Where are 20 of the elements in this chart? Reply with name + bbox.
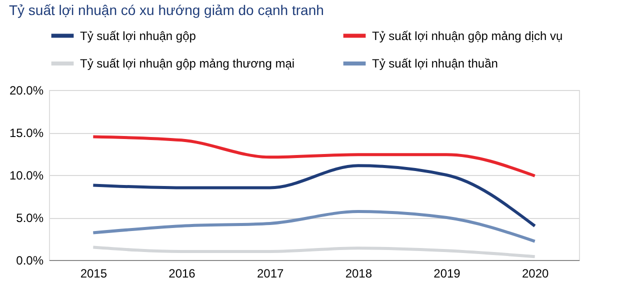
legend-label: Tỷ suất lợi nhuận gộp mảng thương mại (80, 56, 295, 70)
x-tick-label: 2015 (80, 266, 108, 280)
line-series (92, 164, 536, 228)
legend-label: Tỷ suất lợi nhuận gộp mảng dịch vụ (372, 28, 563, 43)
x-tick-label: 2020 (522, 266, 550, 280)
legend-label: Tỷ suất lợi nhuận thuần (372, 56, 498, 70)
x-tick-label: 2017 (256, 266, 284, 280)
y-tick-label: 5.0% (16, 211, 44, 225)
y-tick-label: 20.0% (9, 84, 44, 98)
x-tick-label: 2016 (168, 266, 196, 280)
chart-title: Tỷ suất lợi nhuận có xu hướng giảm do cạnh tranh (8, 2, 324, 18)
line-series (92, 135, 536, 178)
x-tick-label: 2019 (434, 266, 461, 280)
legend-label: Tỷ suất lợi nhuận gộp (80, 28, 196, 43)
y-tick-label: 15.0% (9, 126, 44, 140)
line-series (92, 210, 536, 243)
y-tick-label: 0.0% (16, 254, 44, 268)
line-series (92, 246, 536, 258)
x-tick-label: 2018 (345, 266, 372, 280)
y-tick-label: 10.0% (9, 168, 44, 182)
